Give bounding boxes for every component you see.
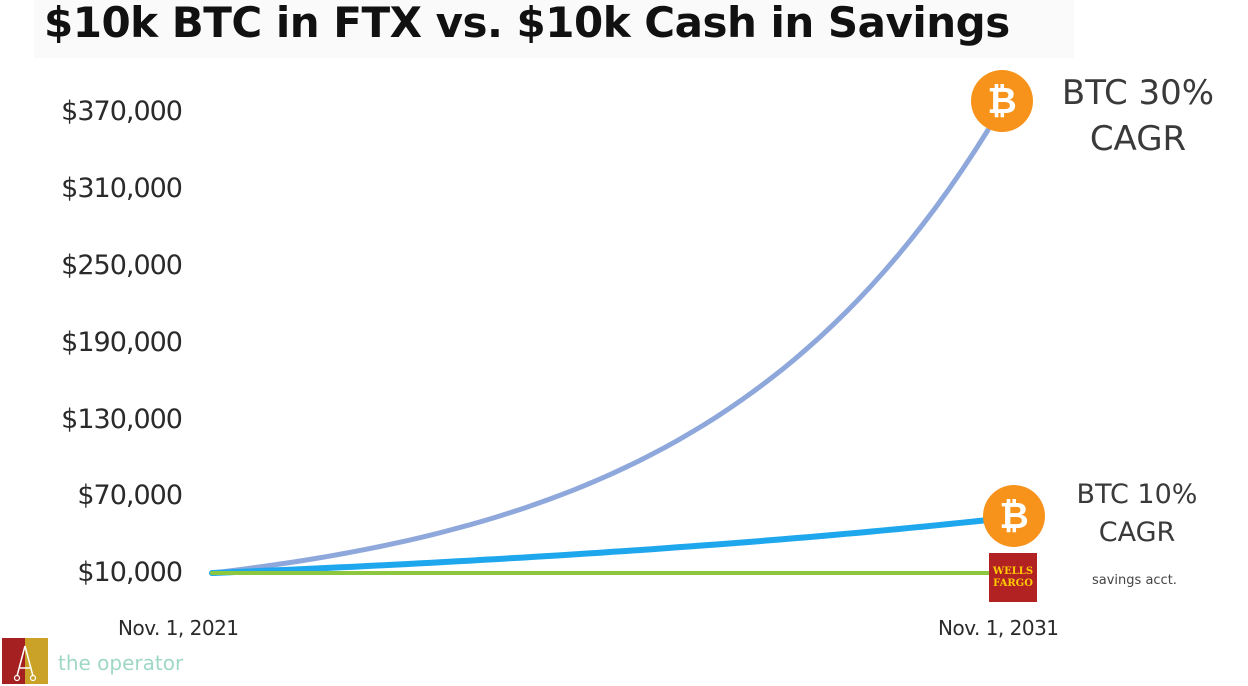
y-tick-label: $70,000: [77, 480, 183, 511]
brand-logo-icon: [2, 638, 48, 684]
series-label-line: BTC 30%: [1061, 73, 1215, 113]
title-background: [34, 0, 1074, 58]
brand-name: the operator: [58, 651, 184, 675]
y-tick-label: $130,000: [61, 404, 183, 435]
bitcoin-icon: ₿: [971, 70, 1033, 132]
x-tick-label: Nov. 1, 2031: [938, 616, 1059, 640]
x-tick-label: Nov. 1, 2021: [118, 616, 239, 640]
y-tick-label: $250,000: [61, 250, 183, 281]
series-line-btc-30-cagr: [209, 127, 991, 576]
bitcoin-icon: ₿: [983, 485, 1045, 547]
series-label-line: CAGR: [1098, 517, 1176, 548]
y-tick-label: $190,000: [61, 327, 183, 358]
y-tick-label: $310,000: [61, 173, 183, 204]
series-label-btc-10: BTC 10% CAGR: [1062, 476, 1212, 552]
chart-title: $10k BTC in FTX vs. $10k Cash in Savings: [44, 0, 1010, 47]
series-label-btc-30: BTC 30% CAGR: [1040, 70, 1236, 162]
series-label-line: BTC 10%: [1076, 479, 1198, 510]
series-label-savings: savings acct.: [1092, 573, 1177, 588]
y-tick-label: $10,000: [77, 557, 183, 588]
series-label-line: CAGR: [1089, 119, 1187, 159]
wells-fargo-logo: WELLS FARGO: [989, 553, 1037, 602]
series-line-btc-10-cagr: [209, 517, 991, 576]
y-tick-label: $370,000: [61, 96, 183, 127]
